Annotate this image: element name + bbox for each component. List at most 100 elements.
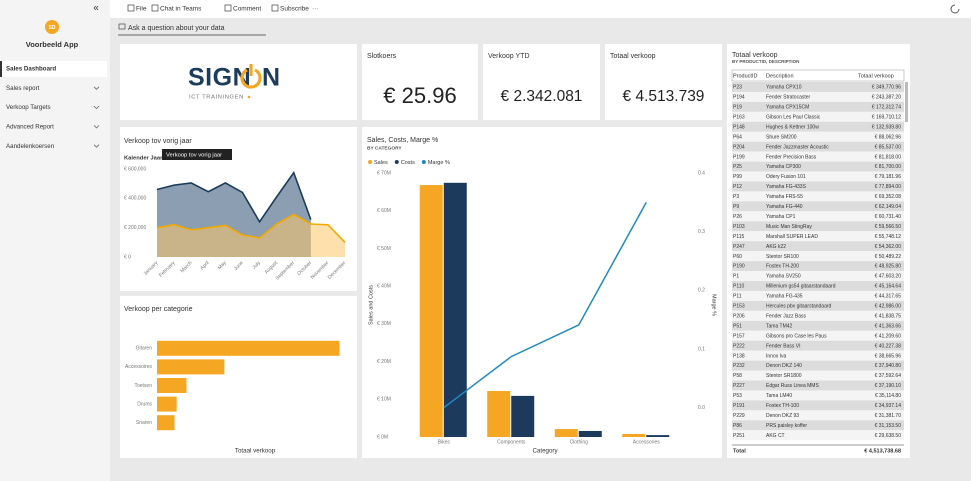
table-cell: Gibson Les Paul Classic — [766, 114, 821, 120]
table-row — [732, 251, 904, 262]
table-cell: P9 — [733, 204, 739, 210]
nav-selected — [0, 61, 107, 77]
card-title: Totaal verkoop — [610, 53, 656, 60]
logo-right: N — [262, 64, 280, 92]
nav-item[interactable]: Aandelenkoersen — [6, 143, 55, 150]
table-cell: € 37,592.64 — [875, 373, 902, 379]
tooltip-text: Verkoop tov vorig jaar — [166, 153, 222, 159]
nav-item[interactable]: Advanced Report — [6, 124, 54, 131]
table-cell: € 42,986.00 — [875, 304, 902, 310]
table-cell: P194 — [733, 95, 745, 101]
table-row — [732, 211, 904, 222]
x-tick-label: April — [199, 260, 210, 271]
table-row — [732, 410, 904, 421]
card-title: Verkoop YTD — [488, 53, 530, 60]
toolbar-item[interactable]: File — [136, 6, 147, 13]
table-cell: € 47,603.20 — [875, 274, 902, 280]
table-row — [732, 131, 904, 142]
app-name: Voorbeeld App — [26, 40, 79, 49]
table-row — [732, 261, 904, 272]
table-cell: P157 — [733, 333, 745, 339]
table-cell: Yamaha FRS-55 — [766, 194, 803, 200]
bar — [443, 182, 467, 437]
x-axis-label: Category — [532, 448, 558, 455]
table-cell: € 54,362.00 — [875, 244, 902, 250]
table-cell: Yamaha FG-435 — [766, 294, 803, 300]
table-cell: P110 — [733, 284, 745, 290]
table-row — [732, 271, 904, 281]
area-fill — [157, 214, 345, 257]
y2-tick-label: 0.2 — [698, 288, 705, 294]
bar-tile — [120, 296, 357, 458]
table-row — [732, 390, 904, 401]
table-cell: € 172,312.74 — [872, 105, 901, 111]
table-cell: P64 — [733, 134, 742, 140]
table-row — [732, 151, 904, 162]
table-row — [732, 350, 904, 361]
table-row — [732, 161, 904, 172]
table-cell: P25 — [733, 164, 742, 170]
table-cell: Yamaha CP300 — [766, 164, 801, 170]
table-cell: Tama TM42 — [766, 323, 793, 329]
nav-item[interactable]: Verkoop Targets — [6, 104, 51, 111]
table-row — [732, 181, 904, 192]
y-tick-label: € 20M — [377, 359, 391, 365]
table-cell: € 50,489.22 — [875, 254, 902, 260]
table-row — [732, 171, 904, 182]
toolbar-item[interactable]: Subscribe — [280, 6, 309, 13]
table-cell: P227 — [733, 383, 745, 389]
y-tick-label: € 600,000 — [124, 166, 146, 172]
column-header[interactable]: ProductID — [733, 73, 757, 79]
table-cell: Yamaha CPX15CM — [766, 105, 809, 111]
table-cell: Gibsons pro Case les Paus — [766, 333, 827, 339]
chart-title: Verkoop tov vorig jaar — [124, 138, 192, 145]
table-row — [732, 101, 904, 112]
y2-tick-label: 0.1 — [698, 346, 705, 352]
table-row — [732, 430, 904, 441]
refresh-icon[interactable] — [950, 4, 960, 14]
y-tick-label: € 200,000 — [124, 225, 146, 231]
table-cell: P86 — [733, 423, 742, 429]
y-axis-label: Sales and Costs — [368, 285, 374, 325]
qa-placeholder[interactable]: Ask a question about your data — [128, 25, 225, 32]
table-cell: P103 — [733, 224, 745, 230]
table-cell: Music Man StingRay — [766, 224, 812, 230]
qa-box[interactable] — [118, 20, 266, 35]
table-row — [732, 290, 904, 301]
collapse-icon[interactable]: « — [93, 3, 99, 14]
x-tick-label: Accessories — [633, 439, 660, 445]
nav-item[interactable]: Sales report — [6, 85, 40, 92]
toolbar-icon — [224, 4, 232, 12]
table-cell: € 41,838.75 — [875, 313, 902, 319]
column-header[interactable]: Description — [766, 73, 794, 79]
table-cell: P251 — [733, 433, 745, 439]
y2-axis-label: Marge % — [711, 294, 717, 316]
table-cell: P232 — [733, 363, 745, 369]
toolbar-item[interactable]: Comment — [233, 6, 261, 13]
y-tick-label: € 30M — [377, 321, 391, 327]
table-row — [732, 91, 904, 102]
table-total: € 4,513,738.68 — [864, 448, 901, 454]
table-cell: Millenium gs54 gitaarstandaard — [766, 284, 836, 290]
card-tile — [483, 44, 600, 120]
column-header[interactable]: Totaal verkoop — [858, 73, 894, 79]
y-tick-label: Gitaren — [136, 346, 153, 352]
table-cell: Hughes & Kettner 100w — [766, 124, 819, 130]
legend-label: Sales — [374, 160, 388, 166]
table-cell: P99 — [733, 174, 742, 180]
table-row — [732, 111, 904, 122]
table-cell: P204 — [733, 144, 745, 150]
y2-tick-label: 0.0 — [698, 405, 705, 411]
table-cell: PRS paisley koffer — [766, 423, 807, 429]
bar — [622, 433, 646, 437]
toolbar-item[interactable]: Chat in Teams — [160, 6, 202, 13]
card-value: € 2.342.081 — [501, 88, 583, 105]
nav-item[interactable]: Sales Dashboard — [6, 66, 56, 73]
table-row — [732, 231, 904, 242]
table-cell: P222 — [733, 343, 745, 349]
area-line — [156, 213, 346, 243]
table-cell: Marshall SUPER LEAD — [766, 234, 818, 240]
toolbar-item[interactable]: ··· — [312, 6, 319, 13]
toolbar-icon — [127, 4, 135, 12]
table-cell: P58 — [733, 373, 742, 379]
